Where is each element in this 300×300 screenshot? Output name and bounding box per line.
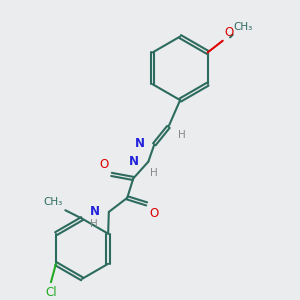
Text: CH₃: CH₃ [44, 197, 63, 207]
Text: N: N [89, 205, 100, 218]
Text: O: O [100, 158, 109, 171]
Text: Cl: Cl [45, 286, 57, 298]
Text: H: H [178, 130, 186, 140]
Text: O: O [224, 26, 233, 39]
Text: H: H [90, 219, 98, 229]
Text: H: H [150, 168, 158, 178]
Text: O: O [149, 207, 159, 220]
Text: N: N [129, 154, 139, 167]
Text: CH₃: CH₃ [233, 22, 253, 32]
Text: N: N [135, 137, 145, 150]
